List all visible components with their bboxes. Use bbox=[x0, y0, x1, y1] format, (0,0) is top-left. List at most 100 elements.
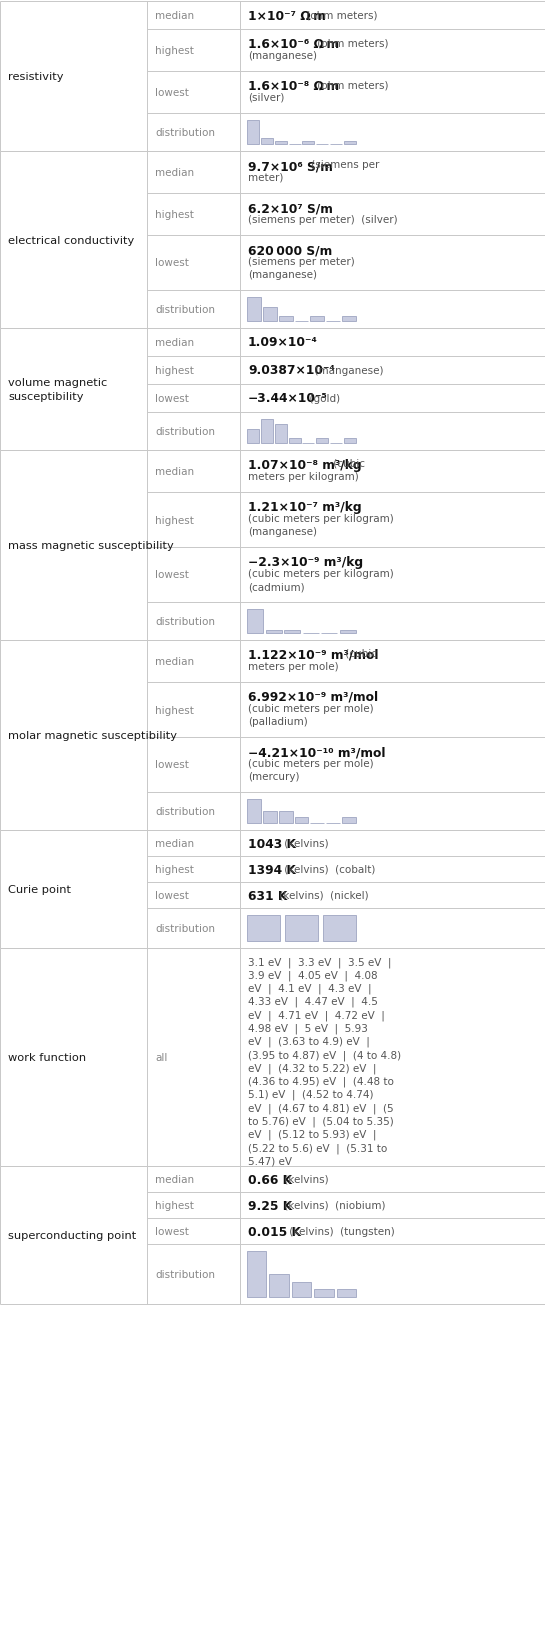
Bar bbox=[247, 429, 259, 444]
Bar bbox=[269, 1274, 289, 1296]
Text: median: median bbox=[155, 11, 194, 21]
Text: 1043 K: 1043 K bbox=[248, 838, 296, 851]
Text: −4.21×10⁻¹⁰ m³/mol: −4.21×10⁻¹⁰ m³/mol bbox=[248, 746, 385, 759]
Text: (cubic: (cubic bbox=[330, 459, 366, 469]
Text: (manganese): (manganese) bbox=[248, 526, 317, 536]
Text: median: median bbox=[155, 167, 194, 179]
Bar bbox=[288, 439, 301, 444]
Bar bbox=[316, 439, 328, 444]
Text: highest: highest bbox=[155, 515, 194, 524]
Text: 1.122×10⁻⁹ m³/mol: 1.122×10⁻⁹ m³/mol bbox=[248, 649, 378, 662]
Text: lowest: lowest bbox=[155, 760, 189, 770]
Bar bbox=[263, 811, 277, 823]
Text: (manganese): (manganese) bbox=[248, 270, 317, 280]
Text: 1.09×10⁻⁴: 1.09×10⁻⁴ bbox=[248, 336, 318, 349]
Text: distribution: distribution bbox=[155, 616, 215, 626]
Text: (cadmium): (cadmium) bbox=[248, 582, 305, 592]
Text: (cubic meters per kilogram): (cubic meters per kilogram) bbox=[248, 513, 393, 524]
Text: 9.0387×10⁻⁴: 9.0387×10⁻⁴ bbox=[248, 364, 335, 377]
Bar bbox=[263, 308, 277, 321]
Text: (kelvins): (kelvins) bbox=[281, 839, 329, 849]
Text: meters per kilogram): meters per kilogram) bbox=[248, 472, 359, 482]
Text: work function: work function bbox=[8, 1052, 86, 1062]
Text: mass magnetic susceptibility: mass magnetic susceptibility bbox=[8, 541, 174, 551]
Bar bbox=[261, 139, 273, 144]
Bar bbox=[247, 916, 280, 941]
Text: 1.07×10⁻⁸ m³/kg: 1.07×10⁻⁸ m³/kg bbox=[248, 459, 362, 472]
Bar bbox=[284, 629, 300, 634]
Text: (kelvins)  (niobium): (kelvins) (niobium) bbox=[281, 1200, 385, 1210]
Bar bbox=[265, 629, 282, 634]
Text: 631 K: 631 K bbox=[248, 888, 287, 901]
Text: distribution: distribution bbox=[155, 426, 215, 436]
Text: lowest: lowest bbox=[155, 1226, 189, 1236]
Text: (kelvins): (kelvins) bbox=[281, 1174, 329, 1185]
Bar bbox=[247, 610, 263, 634]
Text: 3.1 eV  |  3.3 eV  |  3.5 eV  |
3.9 eV  |  4.05 eV  |  4.08
eV  |  4.1 eV  |  4.: 3.1 eV | 3.3 eV | 3.5 eV | 3.9 eV | 4.05… bbox=[248, 957, 401, 1165]
Text: −2.3×10⁻⁹ m³/kg: −2.3×10⁻⁹ m³/kg bbox=[248, 556, 363, 569]
Bar bbox=[336, 1290, 356, 1296]
Bar bbox=[344, 439, 356, 444]
Bar bbox=[292, 1282, 311, 1296]
Text: (manganese): (manganese) bbox=[308, 365, 384, 375]
Text: meters per mole): meters per mole) bbox=[248, 662, 338, 672]
Text: highest: highest bbox=[155, 864, 194, 875]
Bar bbox=[311, 316, 324, 321]
Text: (siemens per meter): (siemens per meter) bbox=[248, 257, 355, 267]
Text: (palladium): (palladium) bbox=[248, 716, 308, 726]
Text: highest: highest bbox=[155, 1200, 194, 1210]
Text: 1394 K: 1394 K bbox=[248, 864, 296, 875]
Bar bbox=[285, 916, 318, 941]
Bar bbox=[295, 818, 308, 823]
Text: (cubic: (cubic bbox=[342, 649, 377, 659]
Text: (siemens per meter)  (silver): (siemens per meter) (silver) bbox=[248, 215, 398, 225]
Text: 6.2×10⁷ S/m: 6.2×10⁷ S/m bbox=[248, 202, 333, 215]
Text: distribution: distribution bbox=[155, 806, 215, 816]
Text: (gold): (gold) bbox=[303, 393, 340, 403]
Bar bbox=[302, 143, 314, 144]
Bar bbox=[344, 143, 356, 144]
Text: 0.66 K: 0.66 K bbox=[248, 1174, 292, 1185]
Text: 1.21×10⁻⁷ m³/kg: 1.21×10⁻⁷ m³/kg bbox=[248, 500, 362, 513]
Bar bbox=[278, 316, 293, 321]
Text: lowest: lowest bbox=[155, 890, 189, 900]
Text: median: median bbox=[155, 839, 194, 849]
Text: volume magnetic
susceptibility: volume magnetic susceptibility bbox=[8, 379, 107, 402]
Text: distribution: distribution bbox=[155, 1269, 215, 1278]
Text: 620 000 S/m: 620 000 S/m bbox=[248, 244, 332, 257]
Text: median: median bbox=[155, 657, 194, 667]
Text: Curie point: Curie point bbox=[8, 885, 71, 895]
Bar bbox=[278, 811, 293, 823]
Text: (siemens per: (siemens per bbox=[308, 161, 380, 170]
Bar bbox=[314, 1290, 334, 1296]
Text: highest: highest bbox=[155, 705, 194, 715]
Text: 1.6×10⁻⁸ Ω m: 1.6×10⁻⁸ Ω m bbox=[248, 80, 339, 93]
Bar bbox=[323, 916, 356, 941]
Text: distribution: distribution bbox=[155, 923, 215, 934]
Text: median: median bbox=[155, 1174, 194, 1185]
Text: highest: highest bbox=[155, 46, 194, 56]
Text: (kelvins)  (cobalt): (kelvins) (cobalt) bbox=[281, 864, 376, 875]
Text: (cubic meters per mole): (cubic meters per mole) bbox=[248, 703, 374, 713]
Text: distribution: distribution bbox=[155, 128, 215, 138]
Text: 0.015 K: 0.015 K bbox=[248, 1224, 301, 1237]
Bar bbox=[275, 143, 287, 144]
Text: median: median bbox=[155, 467, 194, 477]
Bar bbox=[247, 298, 261, 321]
Text: (manganese): (manganese) bbox=[248, 51, 317, 61]
Text: median: median bbox=[155, 338, 194, 347]
Bar bbox=[247, 1251, 267, 1296]
Text: highest: highest bbox=[155, 210, 194, 220]
Text: superconducting point: superconducting point bbox=[8, 1231, 136, 1241]
Text: lowest: lowest bbox=[155, 259, 189, 269]
Bar bbox=[261, 420, 273, 444]
Text: (ohm meters): (ohm meters) bbox=[314, 38, 389, 48]
Text: lowest: lowest bbox=[155, 89, 189, 98]
Text: 1.6×10⁻⁶ Ω m: 1.6×10⁻⁶ Ω m bbox=[248, 38, 339, 51]
Text: lowest: lowest bbox=[155, 393, 189, 403]
Text: resistivity: resistivity bbox=[8, 72, 64, 82]
Text: 1×10⁻⁷ Ω m: 1×10⁻⁷ Ω m bbox=[248, 10, 326, 23]
Bar bbox=[247, 800, 261, 823]
Text: highest: highest bbox=[155, 365, 194, 375]
Bar bbox=[275, 425, 287, 444]
